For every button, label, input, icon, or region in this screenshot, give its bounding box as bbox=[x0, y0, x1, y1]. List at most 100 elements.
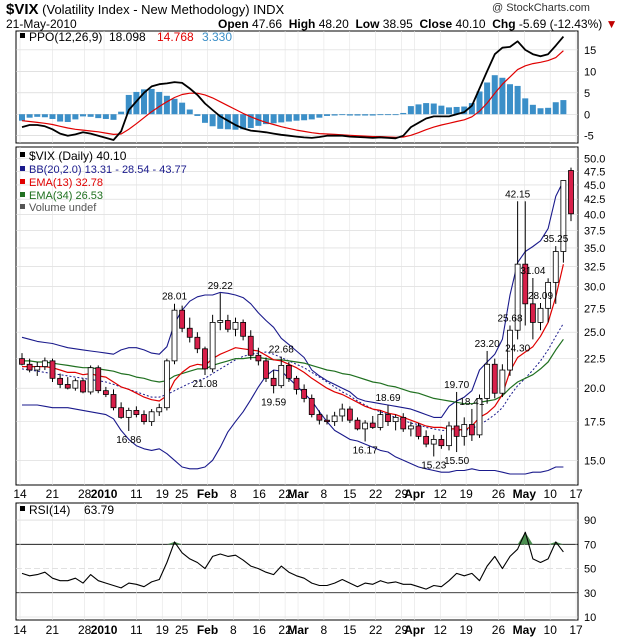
price-annotation: 25.68 bbox=[497, 314, 522, 325]
candle-body bbox=[430, 439, 437, 445]
price-panel bbox=[15, 146, 579, 486]
candle-body bbox=[415, 425, 422, 437]
rsi-line bbox=[21, 531, 564, 590]
ppo-histogram-bar bbox=[102, 114, 109, 119]
candle-body bbox=[324, 419, 330, 423]
ppo-histogram-bar bbox=[316, 114, 323, 118]
candle-body bbox=[202, 348, 208, 370]
x-axis-label-rsi: Feb bbox=[197, 623, 218, 637]
candle-body bbox=[87, 367, 94, 393]
ppo-histogram-bar bbox=[285, 114, 292, 122]
ppo-histogram-bar bbox=[41, 114, 48, 118]
price-tick-label: 25.0 bbox=[584, 327, 605, 339]
bb-upper-line bbox=[21, 180, 564, 418]
rsi-tick-label: 70 bbox=[584, 539, 596, 551]
candle-body bbox=[316, 414, 323, 421]
bb-legend: BB(20,2.0) 13.31 - 28.54 - 43.77 bbox=[29, 164, 187, 176]
price-tick-label: 22.5 bbox=[584, 354, 605, 366]
candle-body bbox=[385, 414, 391, 423]
candle-body bbox=[263, 360, 269, 379]
x-axis-label: Apr bbox=[404, 487, 425, 501]
ppo-histogram-bar bbox=[514, 85, 521, 115]
ppo-signal-line bbox=[21, 50, 564, 138]
candle-body bbox=[423, 435, 430, 445]
ppo-histogram-bar bbox=[217, 114, 224, 129]
symbol: $VIX bbox=[6, 1, 39, 18]
x-axis-label: Feb bbox=[197, 487, 218, 501]
price-annotation: 15.50 bbox=[444, 456, 469, 467]
ppo-histogram-bar bbox=[400, 112, 407, 115]
ppo-histogram-bar bbox=[423, 103, 430, 115]
x-axis-label: 10 bbox=[544, 487, 558, 501]
down-arrow-icon: ▼ bbox=[605, 17, 618, 31]
price-tick-label: 17.5 bbox=[584, 417, 605, 429]
x-axis-label-rsi: 17 bbox=[569, 623, 583, 637]
ppo-histogram-bar bbox=[263, 114, 269, 125]
ppo-histogram-bar bbox=[163, 95, 170, 115]
ppo-histogram-bar bbox=[64, 114, 71, 122]
price-tick-label: 20.0 bbox=[584, 383, 605, 395]
candle-body bbox=[545, 281, 552, 309]
candle-body bbox=[339, 408, 346, 417]
candle-body bbox=[453, 425, 460, 437]
x-axis-label: 8 bbox=[230, 487, 237, 501]
ppo-histogram-bar bbox=[125, 94, 132, 115]
candle-body bbox=[354, 419, 361, 430]
candle-body bbox=[560, 180, 567, 252]
price-annotation: 18.69 bbox=[375, 393, 400, 404]
ppo-histogram-bar bbox=[72, 114, 79, 120]
ppo-histogram-bar bbox=[209, 114, 216, 127]
x-axis-label-rsi: 22 bbox=[369, 623, 383, 637]
price-tick-label: 50.0 bbox=[584, 153, 605, 165]
price-tick-label: 15.0 bbox=[584, 455, 605, 467]
ppo-histogram-bar bbox=[453, 106, 460, 115]
ppo-histogram-bar bbox=[19, 114, 25, 121]
ppo-histogram-bar bbox=[95, 114, 102, 119]
x-axis-label: 16 bbox=[253, 487, 267, 501]
ppo-histogram-bar bbox=[118, 111, 125, 115]
candle-body bbox=[240, 321, 247, 337]
ppo-histogram-bar bbox=[346, 114, 353, 116]
rsi-plot bbox=[21, 531, 564, 590]
candle-body bbox=[491, 363, 498, 394]
x-axis-label-rsi: 19 bbox=[459, 623, 473, 637]
candle-body bbox=[308, 397, 315, 415]
x-axis-label-rsi: 29 bbox=[395, 623, 409, 637]
ppo-histogram-bar bbox=[331, 114, 338, 116]
candle-body bbox=[247, 335, 254, 356]
candle-body bbox=[461, 424, 468, 437]
ppo-line bbox=[21, 36, 565, 141]
x-axis-label-rsi: 16 bbox=[253, 623, 267, 637]
ppo-histogram-bar bbox=[491, 75, 498, 115]
ppo-histogram-bar bbox=[522, 98, 529, 115]
candle-body bbox=[95, 367, 102, 392]
price-annotation: 15.23 bbox=[421, 460, 446, 471]
x-axis-label: 26 bbox=[492, 487, 506, 501]
ppo-histogram-bar bbox=[446, 107, 452, 115]
x-axis-label: 21 bbox=[46, 487, 60, 501]
ppo-tick-label: 5 bbox=[584, 88, 590, 100]
chart-title: $VIX (Volatility Index - New Methodology… bbox=[6, 1, 284, 18]
close-value: 40.10 bbox=[455, 17, 486, 31]
price-annotation: 24.30 bbox=[505, 343, 530, 354]
ppo-histogram-bar bbox=[438, 105, 445, 115]
candle-body bbox=[49, 360, 56, 379]
ppo-histogram-bar bbox=[392, 114, 399, 116]
candle-body bbox=[125, 410, 132, 418]
candle-body bbox=[293, 377, 300, 390]
candle-body bbox=[133, 410, 140, 415]
price-annotation: 16.86 bbox=[116, 435, 141, 446]
ppo-histogram-bar bbox=[507, 84, 513, 115]
ppo-histogram-bar bbox=[179, 102, 186, 115]
ppo-histogram-bar bbox=[186, 109, 193, 115]
candle-body bbox=[270, 377, 277, 387]
price-tick-label: 42.5 bbox=[584, 194, 605, 206]
x-axis-label-rsi: 15 bbox=[343, 623, 357, 637]
ppo-histogram-bar bbox=[415, 104, 422, 115]
x-axis-label-rsi: 12 bbox=[434, 623, 448, 637]
exchange: INDX bbox=[253, 2, 285, 17]
x-axis-label: 12 bbox=[434, 487, 448, 501]
x-axis-label-rsi: 19 bbox=[156, 623, 170, 637]
x-axis-label: 19 bbox=[156, 487, 170, 501]
chart-date: 21-May-2010 bbox=[6, 17, 77, 31]
